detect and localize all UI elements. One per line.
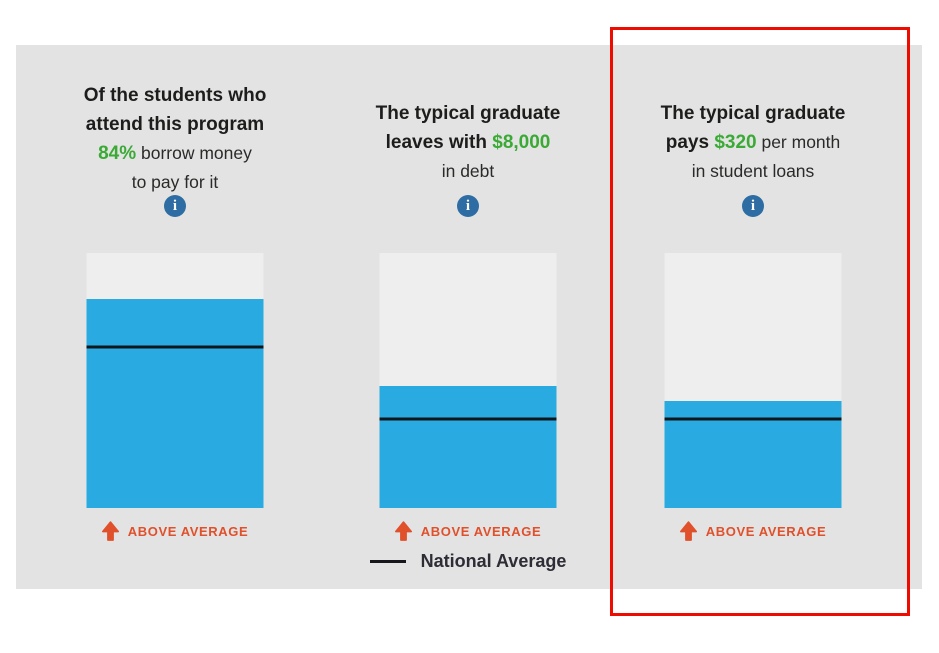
column-monthly-payment: The typical graduate pays $320 per month… [628, 45, 878, 589]
column-heading: The typical graduate pays $320 per month… [628, 99, 878, 185]
up-arrow-icon [101, 520, 119, 541]
up-arrow-icon [394, 520, 412, 541]
legend-label: National Average [420, 550, 567, 571]
heading-line: The typical graduate [375, 103, 561, 124]
heading-line: The typical graduate [660, 103, 846, 124]
above-average-label: ABOVE AVERAGE [420, 523, 542, 539]
info-icon[interactable]: i [742, 195, 764, 217]
bar-chart-debt [379, 253, 557, 508]
column-debt: The typical graduate leaves with $8,000 … [343, 45, 593, 589]
above-average-badge: ABOVE AVERAGE [50, 518, 300, 544]
heading-line: Of the students who [83, 85, 267, 106]
above-average-badge: ABOVE AVERAGE [343, 518, 593, 544]
heading-line: 84% borrow money [98, 143, 252, 164]
average-line-swatch [369, 559, 406, 563]
heading-line: in debt [441, 161, 495, 181]
value-highlight: $320 [714, 132, 757, 153]
bar-fill [379, 385, 557, 508]
national-average-line [86, 345, 264, 349]
bar-chart-monthly-payment [664, 253, 842, 508]
heading-line: in student loans [691, 161, 815, 181]
heading-line: pays $320 per month [665, 132, 841, 153]
info-icon[interactable]: i [164, 195, 186, 217]
column-percent-borrow: Of the students who attend this program … [50, 45, 300, 589]
comparison-panel: Of the students who attend this program … [16, 45, 922, 589]
value-highlight: $8,000 [492, 132, 551, 153]
up-arrow-icon [679, 520, 697, 541]
column-heading: The typical graduate leaves with $8,000 … [343, 99, 593, 185]
heading-line: leaves with $8,000 [385, 132, 551, 153]
bar-chart-percent-borrow [86, 253, 264, 508]
national-average-line [379, 417, 557, 421]
above-average-label: ABOVE AVERAGE [127, 523, 249, 539]
heading-line: attend this program [85, 114, 265, 135]
column-heading: Of the students who attend this program … [50, 81, 300, 196]
info-icon[interactable]: i [457, 195, 479, 217]
heading-line: to pay for it [131, 172, 219, 192]
above-average-label: ABOVE AVERAGE [705, 523, 827, 539]
bar-fill [86, 298, 264, 508]
value-highlight: 84% [98, 143, 137, 164]
national-average-legend: National Average [343, 548, 593, 574]
national-average-line [664, 417, 842, 421]
above-average-badge: ABOVE AVERAGE [628, 518, 878, 544]
